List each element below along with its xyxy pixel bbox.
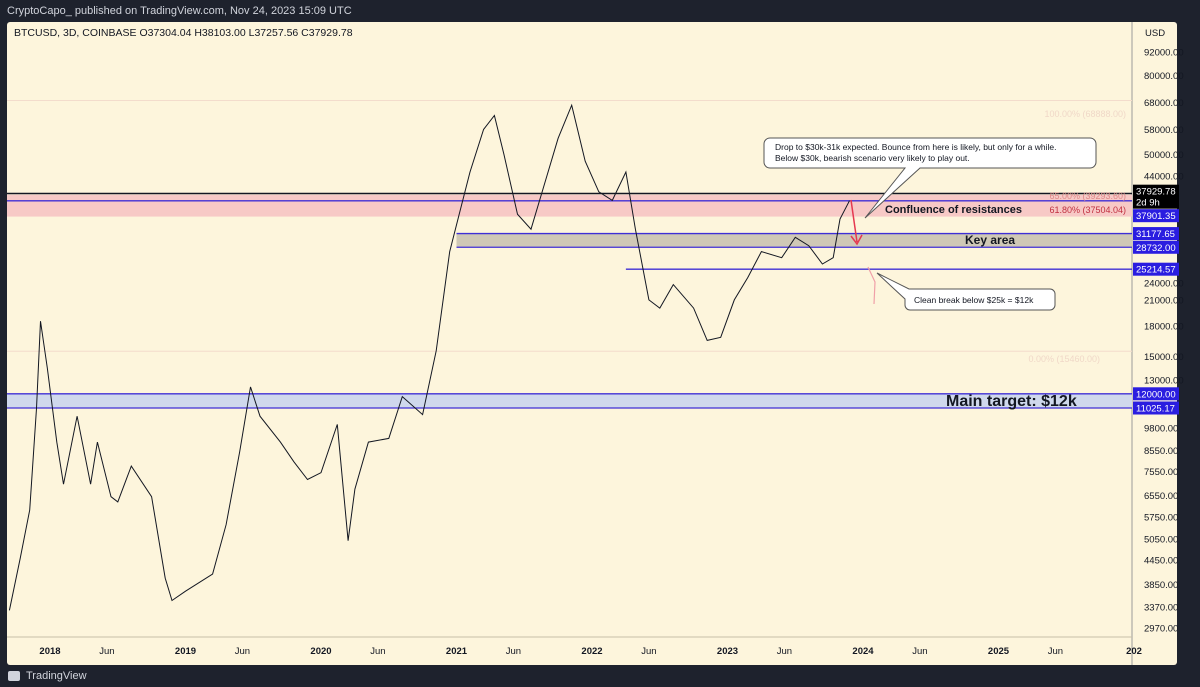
x-tick-label: 2022 [581,646,602,657]
y-tick-label: 4450.00 [1144,556,1178,567]
price-chart[interactable]: BTCUSD, 3D, COINBASE O37304.04 H38103.00… [0,22,1200,665]
fib-65-label: 65.00% (39293.60) [1049,191,1126,201]
fib-100-label: 100.00% (68888.00) [1044,109,1126,119]
y-tick-label: 5750.00 [1144,513,1178,524]
y-tick-label: 21000.00 [1144,295,1184,306]
y-tick-label: 3370.00 [1144,602,1178,613]
x-tick-label: 2024 [852,646,874,657]
key-area-label: Key area [965,233,1015,247]
y-tick-label: 80000.00 [1144,71,1184,82]
callout-1-line-1: Drop to $30k-31k expected. Bounce from h… [775,142,1056,152]
target-zone [7,393,1132,409]
x-tick-label: Jun [99,646,114,657]
x-tick-label: 2025 [988,646,1010,657]
level-price-tag [1133,262,1179,276]
level-price-label: 11025.17 [1136,404,1175,415]
y-tick-label: 8550.00 [1144,446,1178,457]
level-price-tag [1133,240,1179,254]
level-price-label: 31177.65 [1136,229,1175,240]
y-tick-label: 58000.00 [1144,125,1184,136]
y-tick-label: 92000.00 [1144,48,1184,59]
x-tick-label: Jun [777,646,792,657]
fib-618-label: 61.80% (37504.04) [1049,205,1126,215]
last-price-tag [1133,184,1179,209]
publisher-text: CryptoCapo_ published on TradingView.com… [7,5,352,17]
fib-0-label: 0.00% (15460.00) [1028,354,1100,364]
x-tick-label: 2021 [446,646,468,657]
y-tick-label: 5050.00 [1144,535,1178,546]
y-tick-label: 50000.00 [1144,150,1184,161]
x-tick-label: Jun [912,646,927,657]
level-price-label: 37901.35 [1136,211,1176,222]
level-price-tag [1133,401,1179,415]
x-tick-label: 2019 [175,646,196,657]
level-price-label: 25214.57 [1136,265,1176,276]
tradingview-logo-icon [8,671,20,681]
callout-1[interactable]: Drop to $30k-31k expected. Bounce from h… [763,137,1097,219]
symbol-info: BTCUSD, 3D, COINBASE O37304.04 H38103.00… [14,27,353,39]
projection-path [867,266,876,305]
countdown-label: 2d 9h [1136,198,1160,209]
x-tick-label: Jun [506,646,521,657]
x-tick-label: 2023 [717,646,738,657]
main-target-label: Main target: $12k [946,393,1077,410]
y-tick-label: 2970.00 [1144,624,1178,635]
y-tick-label: 7550.00 [1144,467,1178,478]
callout-1-line-2: Below $30k, bearish scenario very likely… [775,153,970,163]
x-tick-label: 2018 [39,646,60,657]
y-tick-label: 18000.00 [1144,321,1184,332]
level-price-tag [1133,227,1179,241]
y-tick-label: 6550.00 [1144,491,1178,502]
x-tick-label: 202 [1126,646,1142,657]
x-tick-label: Jun [370,646,385,657]
callout-2[interactable]: Clean break below $25k = $12k [876,272,1056,311]
chart-background [7,22,1177,665]
y-tick-label: 15000.00 [1144,352,1184,363]
y-tick-label: 13000.00 [1144,375,1184,386]
confluence-label: Confluence of resistances [885,204,1022,216]
y-tick-label: 24000.00 [1144,279,1184,290]
publisher-bar: CryptoCapo_ published on TradingView.com… [0,0,1200,22]
level-price-label: 28732.00 [1136,243,1176,254]
level-price-tag [1133,387,1179,401]
key-area-zone [456,233,1132,248]
footer-bar: TradingView [0,665,1200,687]
last-price-label: 37929.78 [1136,187,1176,198]
drop-arrow [850,199,863,246]
y-tick-label: 3850.00 [1144,580,1178,591]
callout-2-text: Clean break below $25k = $12k [914,295,1034,305]
x-tick-label: Jun [641,646,656,657]
y-tick-label: 9800.00 [1144,423,1178,434]
price-series-line [8,103,850,611]
x-tick-label: Jun [1048,646,1063,657]
x-tick-label: 2020 [310,646,331,657]
y-tick-label: 44000.00 [1144,171,1184,182]
currency-label: USD [1145,28,1165,39]
level-price-label: 12000.00 [1136,389,1176,400]
y-tick-label: 68000.00 [1144,98,1184,109]
footer-brand: TradingView [26,670,87,682]
level-price-tag [1133,209,1179,223]
x-tick-label: Jun [235,646,250,657]
